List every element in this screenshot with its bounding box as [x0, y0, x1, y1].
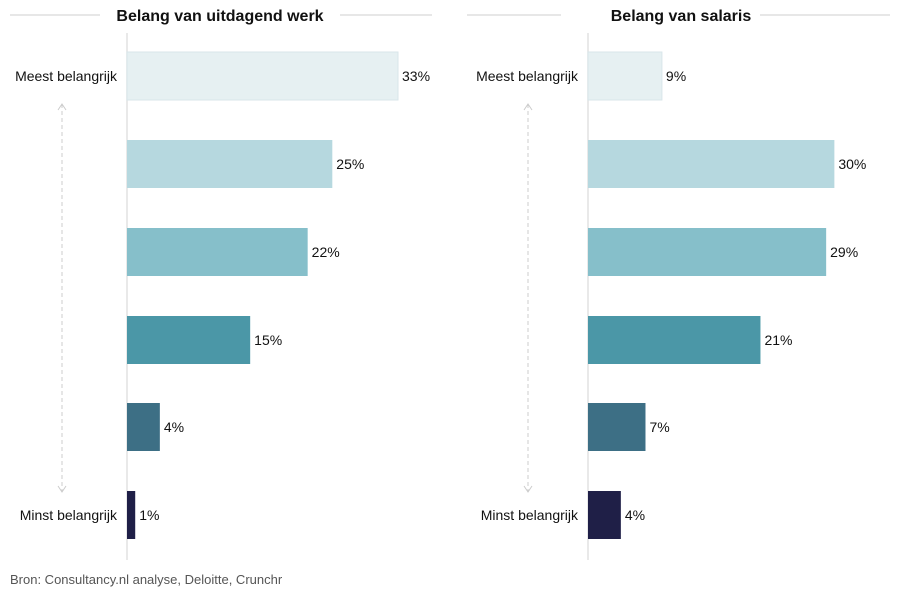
bar-value-label: 15% [254, 332, 282, 348]
chart-title: Belang van uitdagend werk [116, 8, 323, 25]
bar [127, 228, 308, 276]
bar [588, 228, 827, 276]
bar [588, 140, 835, 188]
chart-title: Belang van salaris [611, 8, 752, 25]
bar-value-label: 4% [164, 419, 184, 435]
bar [127, 316, 251, 364]
most-important-label: Meest belangrijk [15, 68, 118, 84]
bar-value-label: 9% [666, 68, 686, 84]
bar-value-label: 1% [139, 507, 159, 523]
least-important-label: Minst belangrijk [20, 507, 118, 523]
arrow-down-icon [57, 485, 67, 493]
bar-value-label: 25% [336, 156, 364, 172]
arrow-up-icon [57, 103, 67, 111]
least-important-label: Minst belangrijk [481, 507, 579, 523]
arrow-down-icon [523, 485, 533, 493]
bar-value-label: 33% [402, 68, 430, 84]
bar [127, 403, 160, 451]
bar-value-label: 7% [649, 419, 669, 435]
arrow-up-icon [523, 103, 533, 111]
most-important-label: Meest belangrijk [476, 68, 579, 84]
bar-value-label: 30% [838, 156, 866, 172]
bar [127, 140, 333, 188]
source-note: Bron: Consultancy.nl analyse, Deloitte, … [10, 572, 283, 587]
bar-value-label: 21% [764, 332, 792, 348]
bar [588, 316, 761, 364]
bar [587, 51, 663, 101]
bar-value-label: 22% [312, 244, 340, 260]
bar [588, 491, 621, 539]
bar [588, 403, 646, 451]
bar-value-label: 4% [625, 507, 645, 523]
bar-value-label: 29% [830, 244, 858, 260]
bar [126, 51, 399, 101]
bar [127, 491, 136, 539]
